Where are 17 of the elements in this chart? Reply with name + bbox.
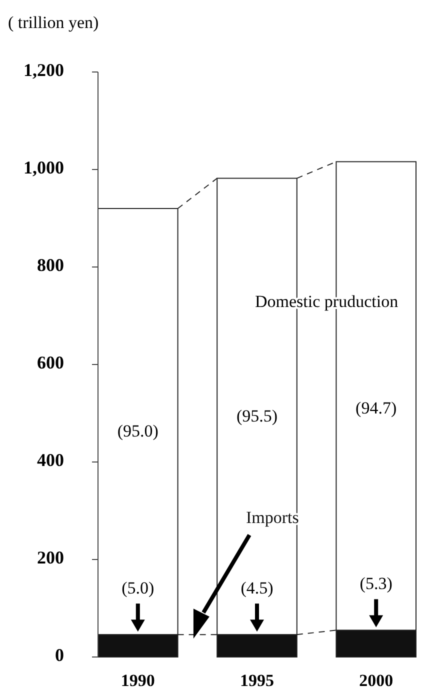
y-tick-label: 0	[55, 645, 64, 666]
annotation: (5.3)	[360, 574, 392, 594]
annotation: (95.5)	[236, 406, 278, 426]
x-tick-label: 1995	[240, 671, 274, 690]
y-tick-label: 400	[37, 450, 64, 470]
y-tick-label: 800	[37, 255, 64, 276]
annotation: (95.0)	[117, 422, 158, 441]
y-tick-label: 200	[37, 548, 64, 568]
y-tick-label: 600	[37, 352, 64, 373]
x-tick-label: 2000	[359, 671, 394, 690]
annotation: (4.5)	[240, 578, 274, 598]
x-tick-label: 1990	[120, 671, 155, 690]
annotation: (5.0)	[122, 578, 154, 598]
annotation: (94.7)	[356, 398, 397, 418]
y-axis-title: ( trillion yen)	[8, 13, 99, 32]
y-tick-label: 1,200	[24, 60, 64, 80]
y-tick-label: 1,000	[24, 158, 64, 178]
